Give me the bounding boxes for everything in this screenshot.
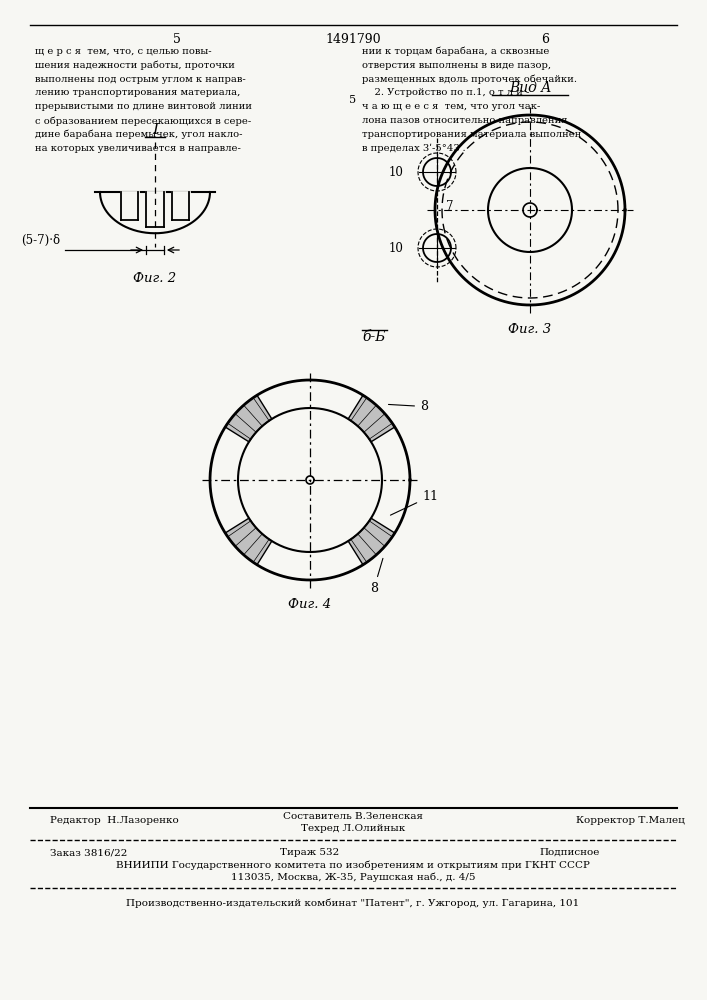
Polygon shape: [226, 395, 272, 442]
Text: 8: 8: [370, 558, 383, 595]
Text: нии к торцам барабана, а сквозные: нии к торцам барабана, а сквозные: [362, 47, 549, 56]
Text: 2. Устройство по п.1, о т л и -: 2. Устройство по п.1, о т л и -: [362, 88, 530, 97]
Text: прерывистыми по длине винтовой линии: прерывистыми по длине винтовой линии: [35, 102, 252, 111]
Text: Составитель В.Зеленская: Составитель В.Зеленская: [283, 812, 423, 821]
Text: Фиг. 4: Фиг. 4: [288, 598, 332, 611]
Text: выполнены под острым углом к направ-: выполнены под острым углом к направ-: [35, 75, 246, 84]
Text: ВНИИПИ Государственного комитета по изобретениям и открытиям при ГКНТ СССР: ВНИИПИ Государственного комитета по изоб…: [116, 860, 590, 869]
Text: Тираж 532: Тираж 532: [281, 848, 339, 857]
Text: 10: 10: [388, 165, 403, 178]
Text: 5: 5: [173, 33, 181, 46]
Polygon shape: [348, 518, 395, 565]
Text: 5: 5: [349, 95, 356, 105]
Text: Техред Л.Олийнык: Техред Л.Олийнык: [301, 824, 405, 833]
Text: 113035, Москва, Ж-35, Раушская наб., д. 4/5: 113035, Москва, Ж-35, Раушская наб., д. …: [230, 872, 475, 882]
Text: на которых увеличивается в направле-: на которых увеличивается в направле-: [35, 144, 241, 153]
Text: дине барабана перемычек, угол накло-: дине барабана перемычек, угол накло-: [35, 130, 243, 139]
Text: лона пазов относительно направления: лона пазов относительно направления: [362, 116, 568, 125]
Text: Подписное: Подписное: [540, 848, 600, 857]
Text: (5-7)·δ: (5-7)·δ: [21, 234, 60, 247]
Text: в пределах 3ʹ-5°43ʹ.: в пределах 3ʹ-5°43ʹ.: [362, 144, 466, 153]
Text: отверстия выполнены в виде пазор,: отверстия выполнены в виде пазор,: [362, 61, 551, 70]
Text: 8: 8: [388, 400, 428, 413]
Text: б-Б: б-Б: [362, 330, 385, 344]
Text: с образованием пересекающихся в сере-: с образованием пересекающихся в сере-: [35, 116, 251, 125]
Text: транспортирования материала выполнен: транспортирования материала выполнен: [362, 130, 581, 139]
Text: Фиг. 3: Фиг. 3: [508, 323, 551, 336]
Text: 11: 11: [390, 490, 438, 515]
Polygon shape: [348, 395, 395, 442]
Text: 6: 6: [541, 33, 549, 46]
Text: Производственно-издательский комбинат "Патент", г. Ужгород, ул. Гагарина, 101: Производственно-издательский комбинат "П…: [127, 898, 580, 908]
Text: шения надежности работы, проточки: шения надежности работы, проточки: [35, 61, 235, 70]
Text: 10: 10: [388, 241, 403, 254]
Polygon shape: [226, 518, 272, 565]
Text: ч а ю щ е е с я  тем, что угол чак-: ч а ю щ е е с я тем, что угол чак-: [362, 102, 540, 111]
Text: лению транспортирования материала,: лению транспортирования материала,: [35, 88, 240, 97]
Text: 7: 7: [446, 200, 453, 214]
Text: I: I: [152, 123, 158, 137]
Text: Фиг. 2: Фиг. 2: [134, 272, 177, 285]
Text: Редактор  Н.Лазоренко: Редактор Н.Лазоренко: [50, 816, 179, 825]
Text: Корректор Т.Малец: Корректор Т.Малец: [575, 816, 684, 825]
Text: щ е р с я  тем, что, с целью повы-: щ е р с я тем, что, с целью повы-: [35, 47, 211, 56]
Text: размещенных вдоль проточек обечайки.: размещенных вдоль проточек обечайки.: [362, 75, 577, 84]
Text: 1491790: 1491790: [325, 33, 381, 46]
Text: Заказ 3816/22: Заказ 3816/22: [50, 848, 127, 857]
Text: Вид A: Вид A: [509, 81, 551, 95]
